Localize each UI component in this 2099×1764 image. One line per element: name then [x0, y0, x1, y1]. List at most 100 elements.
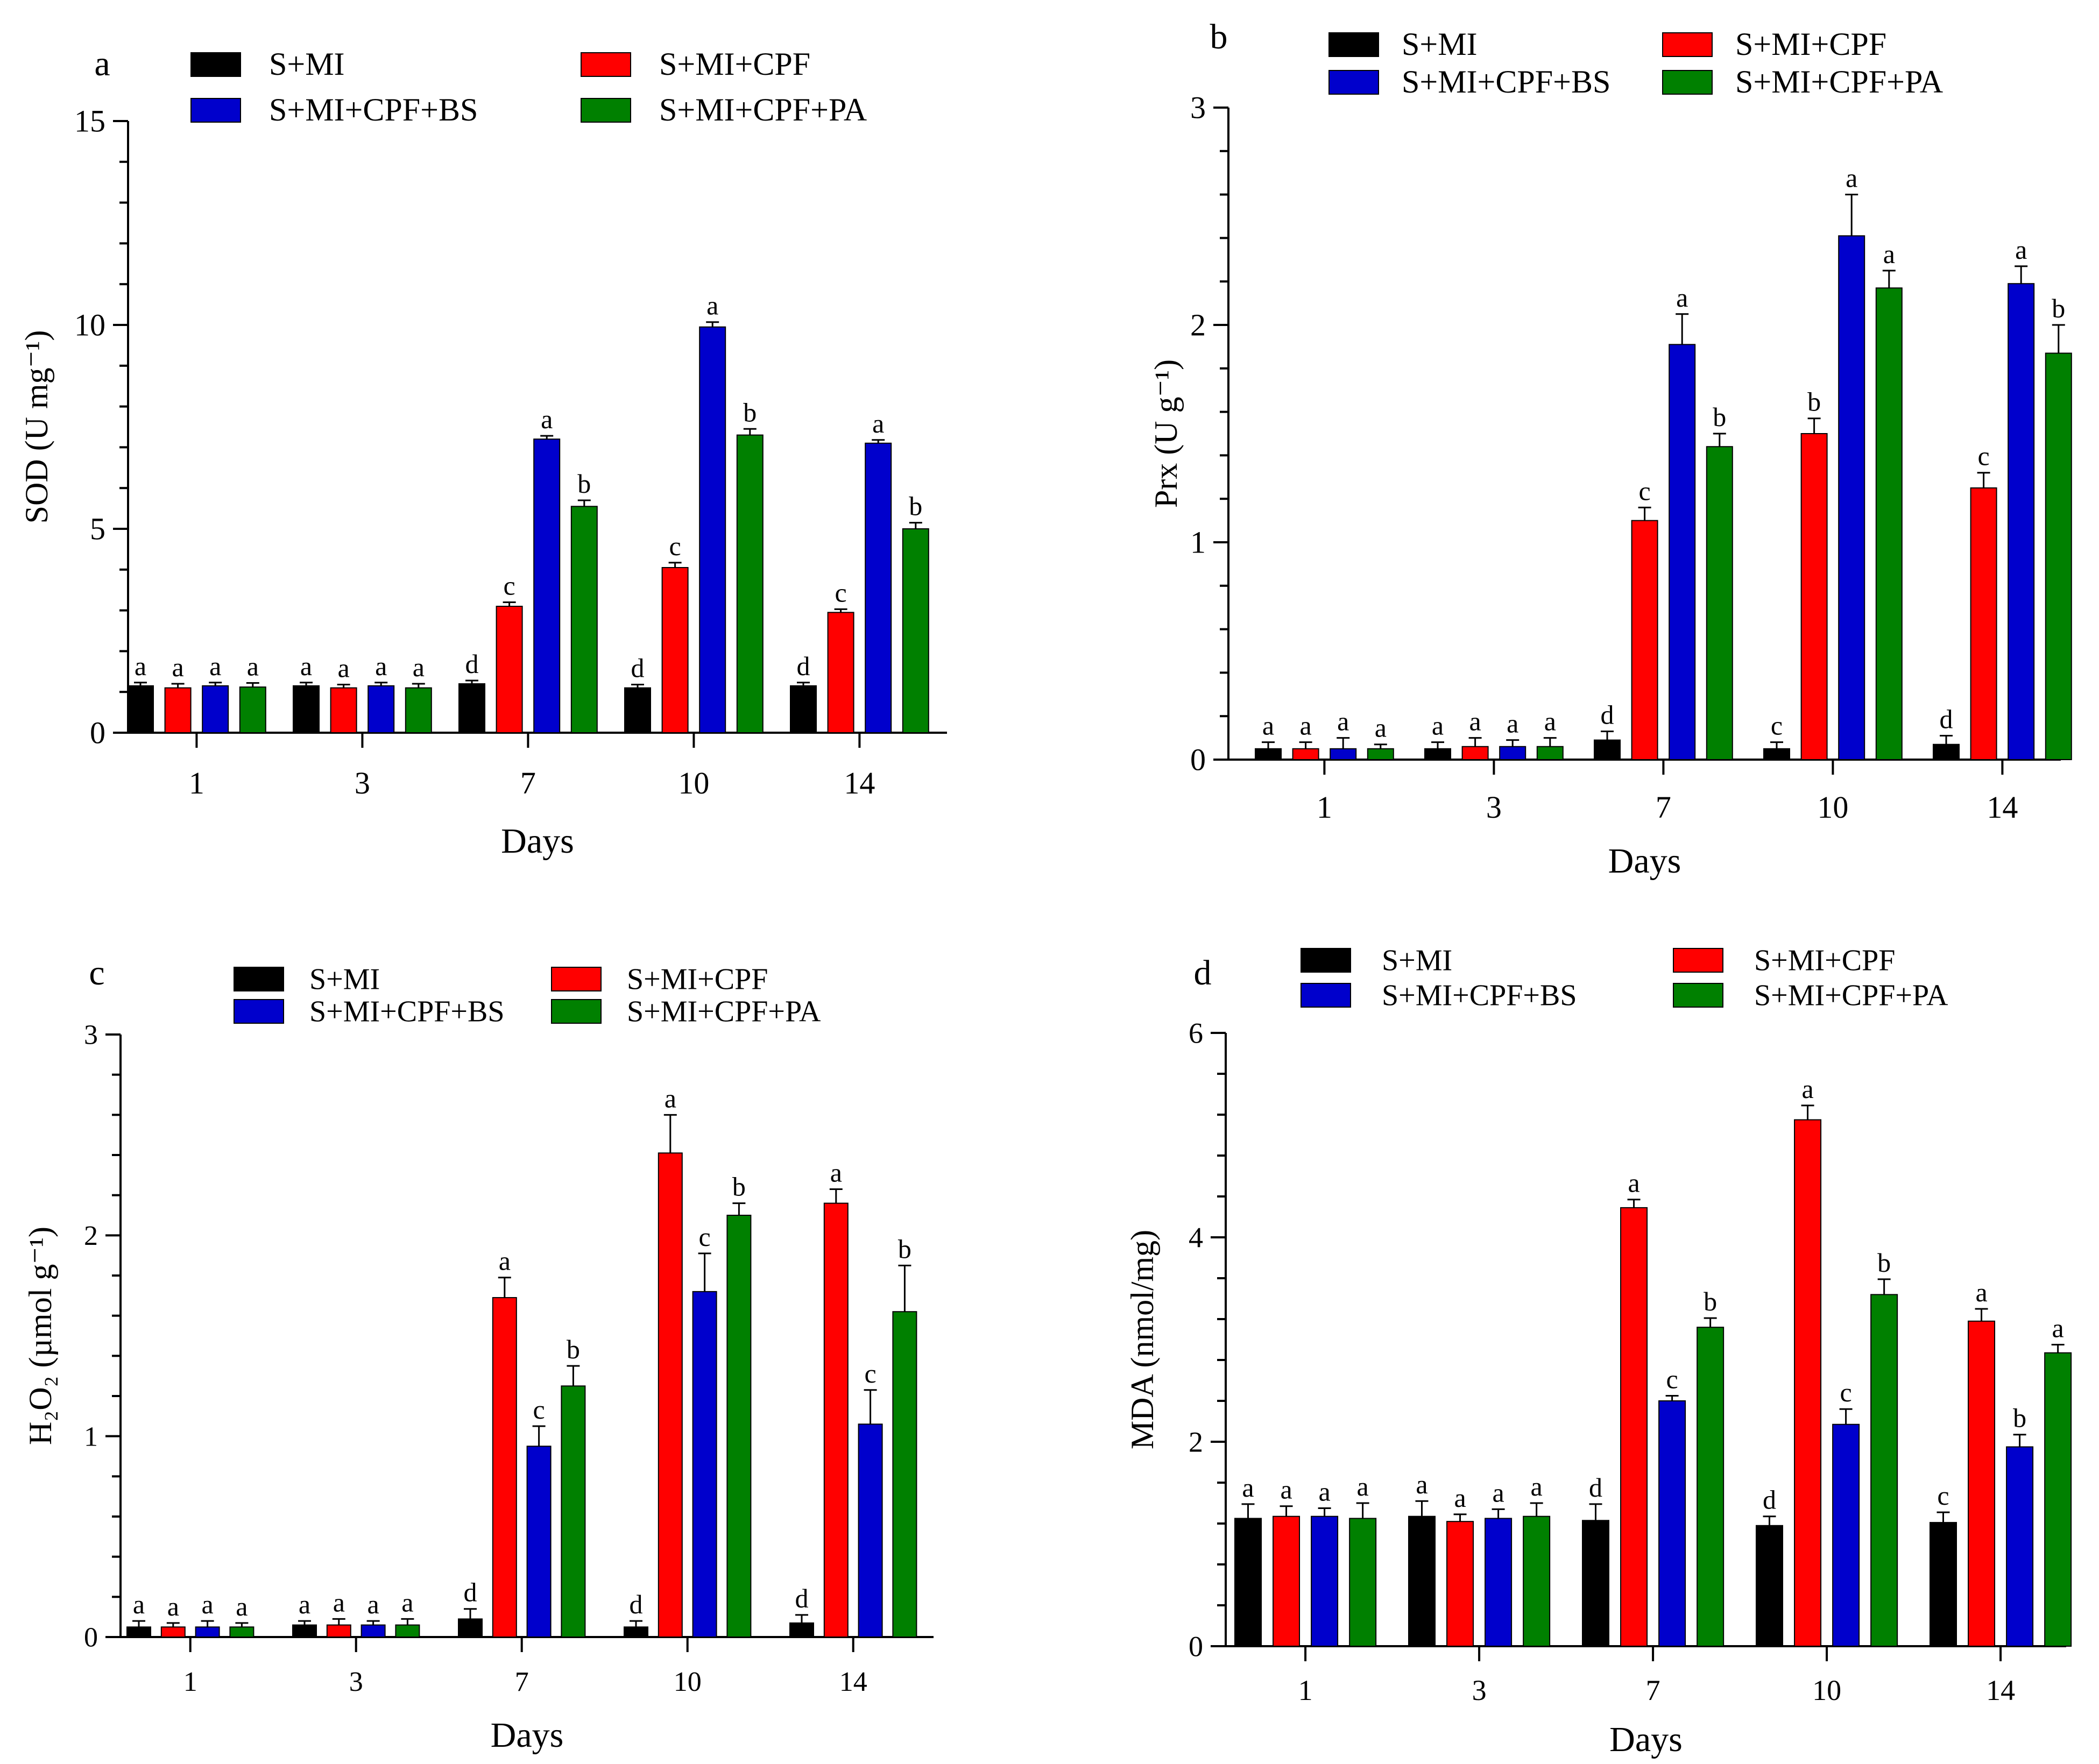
- y-axis-label: SOD (U mg⁻¹): [19, 330, 54, 524]
- significance-letter: d: [795, 1583, 809, 1613]
- legend-label-s-mi-cpf: S+MI+CPF: [1754, 944, 1895, 977]
- bar-s-mi-cpf-day-14: [1968, 1320, 1996, 1647]
- bar-s-mi-cpf-day-10: [1794, 1119, 1822, 1647]
- significance-letter: a: [1299, 711, 1311, 741]
- significance-letter: b: [2052, 293, 2065, 323]
- y-tick-label: 3: [1190, 90, 1206, 125]
- bar-s-mi-cpf-pa-day-1: [1367, 748, 1394, 761]
- legend-swatch-s-mi: [1328, 32, 1379, 57]
- x-tick-label: 10: [678, 766, 709, 800]
- bar-s-mi-day-14: [1933, 743, 1960, 760]
- bar-s-mi-cpf-bs-day-1: [202, 685, 229, 733]
- bar-s-mi-cpf-pa-day-14: [2044, 1352, 2072, 1647]
- significance-letter: a: [665, 1083, 676, 1113]
- bar-s-mi-cpf-day-3: [330, 687, 357, 733]
- bar-s-mi-day-14: [789, 1622, 814, 1638]
- significance-letter: a: [247, 651, 259, 682]
- bar-s-mi-day-7: [458, 1618, 483, 1638]
- significance-letter: a: [1357, 1471, 1369, 1501]
- bar-s-mi-cpf-day-7: [492, 1297, 517, 1638]
- significance-letter: c: [698, 1222, 710, 1252]
- significance-letter: a: [1469, 706, 1481, 736]
- bar-s-mi-cpf-pa-day-10: [726, 1215, 752, 1638]
- x-tick-label: 3: [349, 1667, 363, 1697]
- legend-swatch-s-mi-cpf-bs: [234, 999, 284, 1024]
- y-tick-label: 1: [1190, 525, 1206, 560]
- legend-label-s-mi-cpf-pa: S+MI+CPF+PA: [1735, 64, 1943, 100]
- bar-s-mi-cpf-pa-day-1: [239, 686, 266, 733]
- bar-s-mi-day-3: [293, 685, 320, 733]
- significance-letter: b: [2013, 1403, 2026, 1433]
- bar-s-mi-cpf-day-1: [1292, 748, 1319, 761]
- bar-s-mi-day-10: [624, 1626, 648, 1638]
- x-tick-label: 7: [520, 766, 536, 800]
- bar-s-mi-cpf-pa-day-1: [229, 1626, 255, 1638]
- significance-letter: a: [2052, 1313, 2064, 1343]
- significance-letter: a: [1280, 1475, 1292, 1505]
- significance-letter: a: [1454, 1483, 1466, 1513]
- x-tick-label: 7: [1656, 790, 1671, 825]
- significance-letter: a: [1262, 711, 1274, 741]
- x-tick-label: 3: [1472, 1674, 1487, 1706]
- y-tick-label: 4: [1189, 1221, 1203, 1253]
- bar-s-mi-cpf-bs-day-3: [367, 685, 395, 733]
- x-tick-label: 3: [355, 766, 370, 800]
- bar-s-mi-cpf-day-10: [1800, 433, 1828, 760]
- legend-label-s-mi-cpf: S+MI+CPF: [1735, 26, 1886, 62]
- significance-letter: d: [797, 651, 810, 681]
- bar-s-mi-cpf-day-14: [1970, 487, 1997, 760]
- significance-letter: a: [172, 652, 183, 682]
- bar-s-mi-cpf-bs-day-14: [2006, 1446, 2034, 1647]
- bar-s-mi-cpf-pa-day-3: [395, 1624, 420, 1638]
- significance-letter: a: [401, 1587, 413, 1617]
- y-tick-label: 5: [90, 512, 105, 547]
- significance-letter: a: [300, 651, 312, 681]
- significance-letter: b: [1877, 1248, 1891, 1278]
- bar-s-mi-cpf-bs-day-14: [865, 442, 892, 733]
- bar-s-mi-cpf-pa-day-14: [902, 528, 929, 733]
- significance-letter: a: [1492, 1477, 1504, 1507]
- legend-label-s-mi-cpf-pa: S+MI+CPF+PA: [627, 995, 821, 1028]
- significance-letter: c: [503, 570, 515, 600]
- bar-s-mi-cpf-pa-day-3: [405, 687, 432, 733]
- significance-letter: a: [1507, 709, 1518, 739]
- x-axis-label: Days: [501, 821, 574, 861]
- significance-letter: a: [1318, 1477, 1330, 1507]
- bar-s-mi-day-1: [126, 1626, 151, 1638]
- significance-letter: d: [464, 1577, 477, 1607]
- legend-label-s-mi-cpf: S+MI+CPF: [627, 962, 768, 996]
- significance-letter: b: [732, 1172, 746, 1202]
- significance-letter: a: [2015, 235, 2027, 265]
- bar-s-mi-cpf-bs-day-10: [699, 326, 726, 733]
- significance-letter: c: [1666, 1364, 1678, 1394]
- significance-letter: d: [631, 653, 645, 683]
- y-tick-label: 1: [84, 1421, 98, 1452]
- significance-letter: d: [465, 649, 479, 679]
- legend-swatch-s-mi-cpf: [1662, 32, 1713, 57]
- bar-s-mi-cpf-pa-day-10: [1870, 1294, 1898, 1647]
- panel-label: b: [1210, 17, 1228, 56]
- significance-letter: b: [577, 469, 591, 499]
- significance-letter: c: [1638, 476, 1650, 506]
- significance-letter: a: [299, 1589, 310, 1619]
- bar-s-mi-cpf-bs-day-3: [1499, 746, 1526, 761]
- significance-letter: a: [1242, 1472, 1254, 1503]
- significance-letter: a: [541, 404, 553, 434]
- significance-letter: b: [1704, 1286, 1717, 1316]
- bar-s-mi-day-3: [1408, 1515, 1436, 1647]
- significance-letter: a: [1531, 1471, 1543, 1501]
- y-tick-label: 2: [1189, 1426, 1203, 1458]
- legend-swatch-s-mi-cpf: [1673, 948, 1723, 973]
- significance-letter: a: [167, 1591, 179, 1621]
- significance-letter: a: [1975, 1277, 1987, 1307]
- x-tick-label: 7: [515, 1667, 529, 1697]
- significance-letter: a: [375, 651, 387, 681]
- legend-label-s-mi-cpf-bs: S+MI+CPF+BS: [309, 995, 504, 1028]
- y-tick-label: 6: [1189, 1017, 1203, 1049]
- significance-letter: d: [1589, 1472, 1602, 1503]
- significance-letter: d: [1601, 699, 1614, 729]
- x-tick-label: 10: [1817, 790, 1848, 825]
- x-tick-label: 1: [183, 1667, 197, 1697]
- legend-swatch-s-mi: [234, 967, 284, 991]
